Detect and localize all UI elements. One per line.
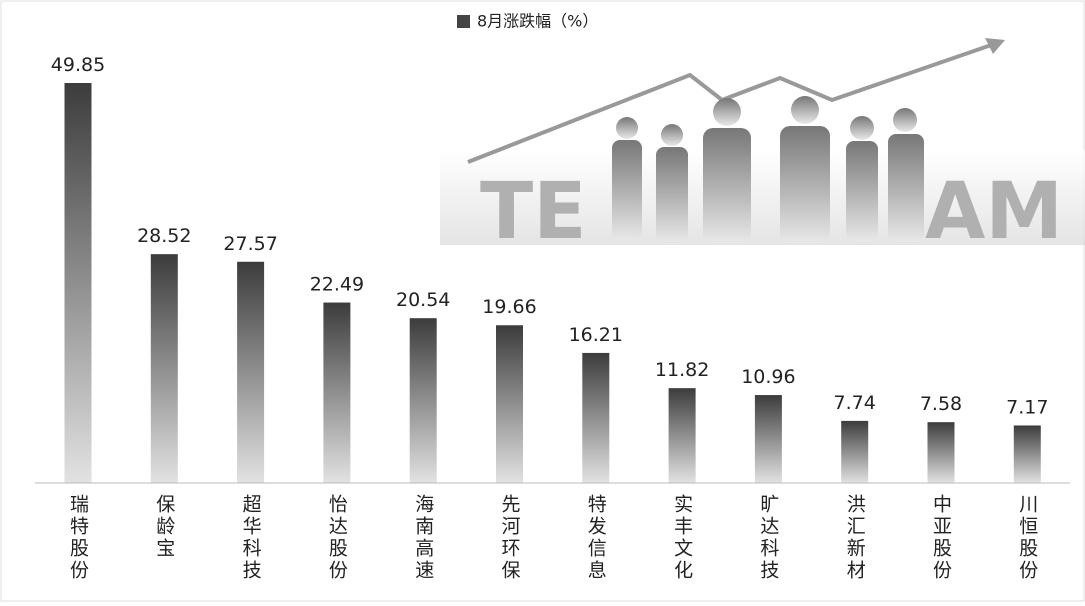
category-label: 海南高速	[412, 494, 434, 582]
value-label: 16.21	[569, 324, 623, 346]
bar	[755, 395, 782, 483]
bar	[928, 422, 955, 483]
bar	[841, 421, 868, 483]
category-label: 中亚股份	[930, 494, 952, 582]
bar	[65, 83, 92, 483]
background-text: AM	[925, 167, 1063, 257]
value-label: 11.82	[655, 359, 709, 381]
bar	[582, 353, 609, 483]
bar	[323, 303, 350, 483]
category-label: 旷达科技	[757, 494, 779, 582]
value-label: 27.57	[223, 233, 277, 255]
category-label: 超华科技	[240, 494, 262, 582]
value-label: 10.96	[741, 366, 795, 388]
value-label: 7.74	[834, 392, 876, 414]
category-label: 先河环保	[499, 494, 521, 582]
category-label: 瑞特股份	[67, 494, 89, 582]
bar	[1014, 425, 1041, 483]
bar	[151, 254, 178, 483]
page: TE AM 8月涨跌幅（%） 49.85 瑞特股份 28.52 保龄宝 27.57 超华科…	[0, 0, 1085, 606]
bar	[237, 262, 264, 483]
bar	[496, 325, 523, 483]
value-label: 22.49	[310, 274, 364, 296]
value-label: 7.17	[1006, 396, 1048, 418]
value-label: 49.85	[51, 54, 105, 76]
value-label: 19.66	[482, 296, 536, 318]
bar	[669, 388, 696, 483]
value-label: 7.58	[920, 393, 962, 415]
category-label: 川恒股份	[1016, 494, 1038, 582]
background-text: TE	[480, 167, 587, 257]
category-label: 实丰文化	[671, 494, 693, 582]
legend-swatch	[457, 15, 470, 28]
category-label: 保龄宝	[153, 494, 175, 560]
category-label: 洪汇新材	[844, 494, 866, 582]
category-label: 怡达股份	[326, 494, 348, 582]
decoration: TE AM	[440, 38, 1085, 257]
category-label: 特发信息	[585, 494, 607, 582]
value-label: 28.52	[137, 225, 191, 247]
value-label: 20.54	[396, 289, 450, 311]
chart: TE AM 8月涨跌幅（%） 49.85 瑞特股份 28.52 保龄宝 27.57 超华科…	[0, 0, 1085, 602]
bar	[410, 318, 437, 483]
legend-label: 8月涨跌幅（%）	[477, 12, 598, 31]
